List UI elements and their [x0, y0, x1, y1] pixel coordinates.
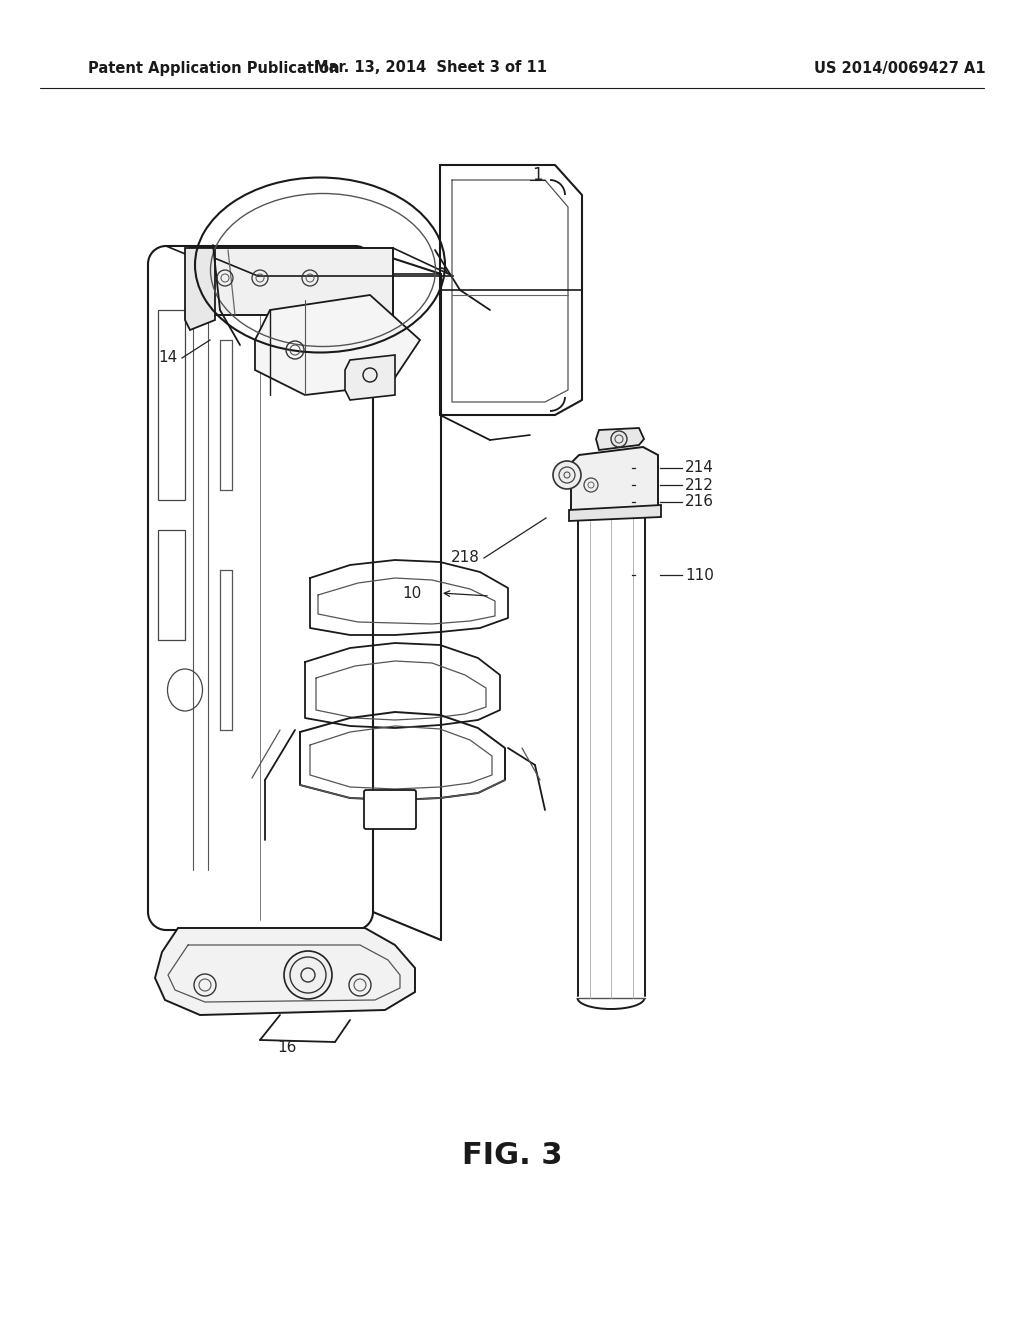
Polygon shape: [158, 310, 185, 500]
Circle shape: [553, 461, 581, 488]
Circle shape: [284, 950, 332, 999]
Polygon shape: [345, 355, 395, 400]
Text: 1: 1: [531, 166, 543, 183]
Text: Mar. 13, 2014  Sheet 3 of 11: Mar. 13, 2014 Sheet 3 of 11: [313, 61, 547, 75]
Text: FIG. 3: FIG. 3: [462, 1140, 562, 1170]
Polygon shape: [185, 248, 215, 330]
Text: 16: 16: [278, 1040, 297, 1056]
Text: Patent Application Publication: Patent Application Publication: [88, 61, 340, 75]
Polygon shape: [571, 447, 658, 517]
Polygon shape: [569, 506, 662, 521]
FancyBboxPatch shape: [364, 789, 416, 829]
Polygon shape: [255, 294, 420, 395]
Text: 10: 10: [402, 586, 421, 601]
Polygon shape: [158, 531, 185, 640]
Text: 214: 214: [685, 461, 714, 475]
Text: 212: 212: [685, 478, 714, 492]
Text: 110: 110: [685, 568, 714, 582]
Text: US 2014/0069427 A1: US 2014/0069427 A1: [814, 61, 986, 75]
Polygon shape: [155, 928, 415, 1015]
Polygon shape: [190, 248, 393, 315]
Text: 218: 218: [452, 550, 480, 565]
Polygon shape: [596, 428, 644, 450]
Text: 216: 216: [685, 495, 714, 510]
Text: 14: 14: [159, 351, 178, 366]
